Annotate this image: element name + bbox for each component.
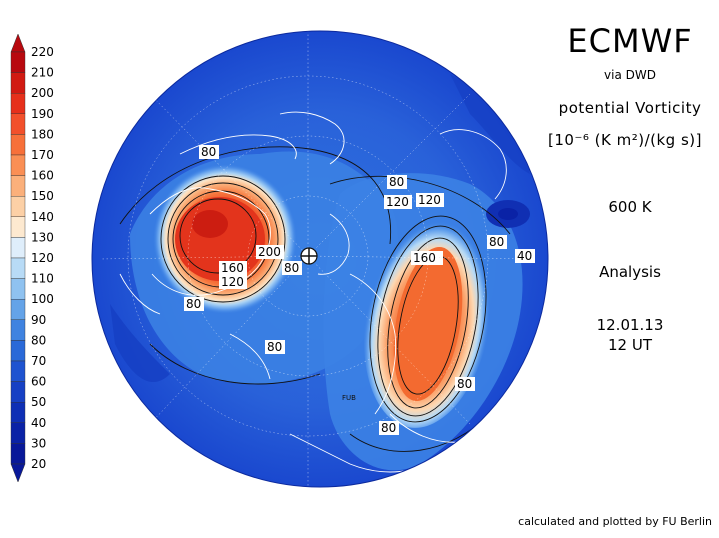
contour-labels: 808012016020080160120808012016080408080 <box>184 145 535 435</box>
colorbar-swatch <box>10 51 26 73</box>
colorbar-tick-label: 30 <box>31 436 46 450</box>
colorbar-tick-label: 80 <box>31 333 46 347</box>
contour-label: 80 <box>201 145 216 159</box>
colorbar-swatch <box>10 402 26 424</box>
pv-vortex-west-max <box>192 210 228 238</box>
colorbar-swatch <box>10 381 26 403</box>
contour-label-box <box>455 377 475 391</box>
model-title: ECMWF <box>567 22 693 60</box>
contour-label: 80 <box>381 421 396 435</box>
colorbar-max-arrow <box>10 33 26 53</box>
colorbar-tick-label: 100 <box>31 292 54 306</box>
colorbar-swatch <box>10 257 26 279</box>
contour-label: 80 <box>489 235 504 249</box>
colorbar-tick-label: 60 <box>31 375 46 389</box>
graticule <box>99 31 531 487</box>
polar-map: FUB 808012016020080160120808012016080408… <box>91 30 549 488</box>
contour-label: 200 <box>258 245 281 259</box>
colorbar-swatch <box>10 299 26 321</box>
colorbar-swatch <box>10 360 26 382</box>
contour-label-box <box>265 340 285 354</box>
colorbar-swatches <box>10 33 26 483</box>
station-marker: FUB <box>342 394 356 402</box>
contour-label: 80 <box>389 175 404 189</box>
contour-label: 160 <box>413 251 436 265</box>
colorbar-swatch <box>10 195 26 217</box>
pv-low-region <box>110 304 170 383</box>
contour-label-box <box>384 195 412 209</box>
colorbar-swatch <box>10 72 26 94</box>
colorbar-tick-label: 190 <box>31 107 54 121</box>
contour-label-box <box>387 175 407 189</box>
valid-date: 12.01.13 <box>596 316 664 334</box>
run-type: Analysis <box>599 263 661 281</box>
pv-low-core <box>498 208 518 220</box>
colorbar-min-arrow <box>10 463 26 483</box>
contour-label-box <box>199 145 219 159</box>
parameter-name: potential Vorticity <box>558 99 702 117</box>
map-rim <box>91 30 549 488</box>
contour-label: 120 <box>386 195 409 209</box>
colorbar-tick-label: 70 <box>31 354 46 368</box>
pv-low-region-ne <box>450 74 530 174</box>
colorbar-swatch <box>10 443 26 465</box>
contour-label: 120 <box>221 275 244 289</box>
station-label: FUB <box>342 394 356 402</box>
contour-label-box <box>416 193 444 207</box>
contour-label-box <box>487 235 507 249</box>
contour-label: 80 <box>457 377 472 391</box>
contour-label-box <box>515 249 535 263</box>
contour-label: 80 <box>267 340 282 354</box>
contour-label-box <box>411 251 439 265</box>
colorbar-tick-label: 170 <box>31 148 54 162</box>
colorbar-swatch <box>10 422 26 444</box>
contour-label: 40 <box>517 249 532 263</box>
contour-label-box <box>184 297 204 311</box>
colorbar-swatch <box>10 113 26 135</box>
contour-label: 80 <box>186 297 201 311</box>
colorbar-tick-label: 120 <box>31 251 54 265</box>
colorbar-swatch <box>10 216 26 238</box>
colorbar-tick-label: 210 <box>31 66 54 80</box>
colorbar: 220 210 200 190 180 170 160 150 140 130 120 110 100 9… <box>10 33 54 483</box>
colorbar-swatch <box>10 93 26 115</box>
colorbar-swatch <box>10 237 26 259</box>
pole-marker <box>300 247 318 265</box>
colorbar-tick-label: 110 <box>31 272 54 286</box>
parameter-units: [10⁻⁶ (K m²)/(kg s)] <box>548 131 702 149</box>
valid-time: 12 UT <box>608 336 652 354</box>
contour-label: 160 <box>221 261 244 275</box>
contour-label-box <box>379 421 399 435</box>
colorbar-tick-label: 150 <box>31 189 54 203</box>
isentropic-level: 600 K <box>608 198 652 216</box>
colorbar-swatch <box>10 154 26 176</box>
colorbar-tick-label: 160 <box>31 169 54 183</box>
colorbar-swatch <box>10 278 26 300</box>
colorbar-labels: 220 210 200 190 180 170 160 150 140 130 120 110 100 9… <box>31 45 54 471</box>
colorbar-tick-label: 200 <box>31 86 54 100</box>
contour-label-box <box>219 275 247 289</box>
colorbar-tick-label: 20 <box>31 457 46 471</box>
colorbar-tick-label: 40 <box>31 416 46 430</box>
contour-label-box <box>219 261 247 275</box>
contour-label: 120 <box>418 193 441 207</box>
credit-footer: calculated and plotted by FU Berlin <box>518 515 712 528</box>
contour-label-box <box>282 261 302 275</box>
colorbar-swatch <box>10 134 26 156</box>
model-subtitle: via DWD <box>604 68 656 82</box>
colorbar-tick-label: 140 <box>31 210 54 224</box>
colorbar-tick-label: 90 <box>31 313 46 327</box>
colorbar-swatch <box>10 340 26 362</box>
colorbar-tick-label: 130 <box>31 230 54 244</box>
colorbar-swatch <box>10 175 26 197</box>
map-field: FUB <box>92 31 548 487</box>
colorbar-tick-label: 220 <box>31 45 54 59</box>
contour-label: 80 <box>284 261 299 275</box>
colorbar-swatch <box>10 319 26 341</box>
contour-label-box <box>256 245 284 259</box>
colorbar-tick-label: 50 <box>31 395 46 409</box>
colorbar-tick-label: 180 <box>31 127 54 141</box>
